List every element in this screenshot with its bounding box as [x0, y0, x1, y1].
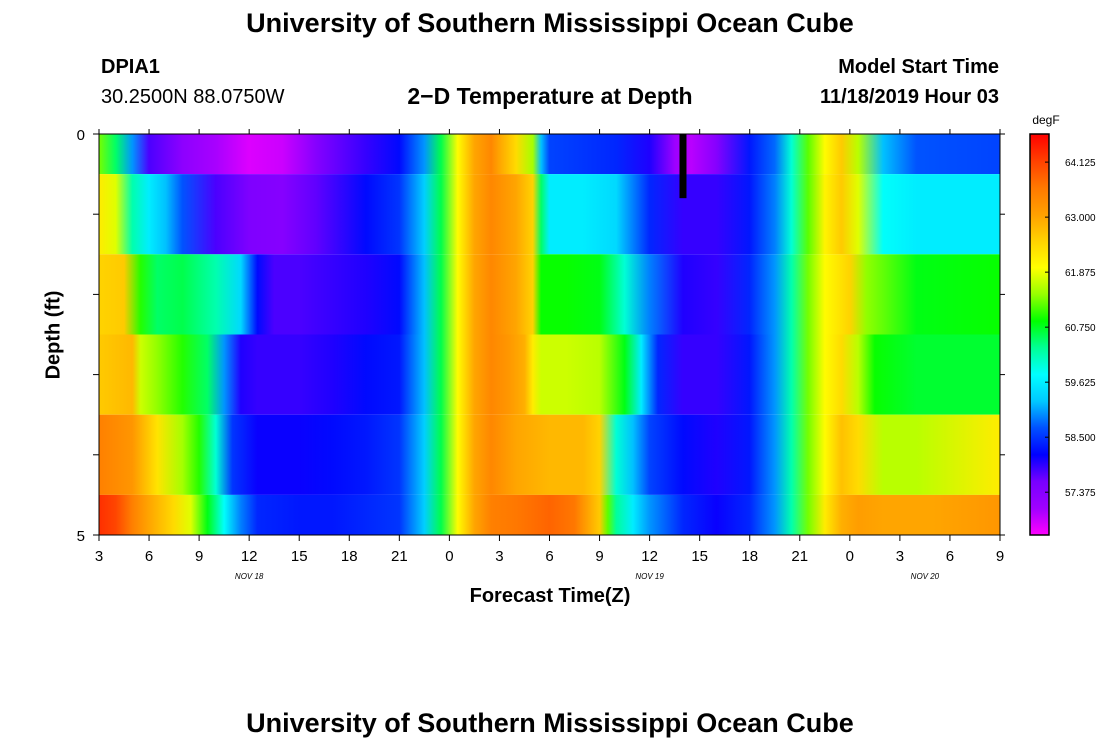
current-time-marker: [679, 134, 687, 199]
depth-layer-2: [99, 254, 1000, 335]
x-tick-label: 0: [846, 548, 854, 565]
chart-title: 2−D Temperature at Depth: [407, 83, 693, 109]
x-tick-label: 9: [595, 548, 603, 565]
colorbar-unit: degF: [1032, 113, 1059, 127]
model-start-value: 11/18/2019 Hour 03: [819, 86, 999, 108]
station-id: DPIA1: [101, 56, 160, 78]
x-tick-label: 9: [195, 548, 203, 565]
date-labels: NOV 18 NOV 19 NOV 20: [235, 572, 940, 581]
x-tick-label: 12: [241, 548, 258, 565]
y-axis-ticks: 05: [77, 127, 1005, 545]
date-label: NOV 20: [911, 572, 940, 581]
x-tick-label: 3: [896, 548, 904, 565]
x-tick-label: 9: [996, 548, 1004, 565]
colorbar-tick-label: 61.875: [1065, 268, 1096, 279]
colorbar-tick-label: 59.625: [1065, 378, 1096, 389]
depth-layer-1: [99, 174, 1000, 255]
x-tick-label: 21: [391, 548, 408, 565]
x-tick-label: 3: [495, 548, 503, 565]
depth-layer-0: [99, 134, 1000, 175]
footer-title: University of Southern Mississippi Ocean…: [246, 708, 854, 738]
heatmap-layers: [99, 134, 1000, 535]
colorbar-tick-label: 57.375: [1065, 488, 1096, 499]
colorbar: degF 64.125 63.000 61.875 60.750 59.625 58.500…: [1029, 113, 1096, 536]
depth-layer-4: [99, 414, 1000, 495]
x-axis-ticks: 3 6 9 12 15 18 21 0 3 6 9 12 15 18 21 0 3 6 9: [95, 129, 1004, 565]
x-tick-label: 6: [145, 548, 153, 565]
x-tick-label: 15: [291, 548, 308, 565]
y-tick-label: 5: [77, 528, 85, 545]
colorbar-tick-label: 58.500: [1065, 433, 1096, 444]
y-tick-label: 0: [77, 127, 85, 144]
x-tick-label: 3: [95, 548, 103, 565]
x-tick-label: 6: [545, 548, 553, 565]
station-coordinates: 30.2500N 88.0750W: [101, 86, 285, 108]
depth-layer-3: [99, 334, 1000, 415]
x-tick-label: 15: [691, 548, 708, 565]
x-axis-label: Forecast Time(Z): [469, 585, 631, 607]
colorbar-scale: [1029, 133, 1050, 536]
colorbar-tick-label: 64.125: [1065, 158, 1096, 169]
colorbar-tick-label: 60.750: [1065, 323, 1096, 334]
x-tick-label: 6: [946, 548, 954, 565]
date-label: NOV 18: [235, 572, 264, 581]
x-tick-label: 21: [791, 548, 808, 565]
model-start-label: Model Start Time: [838, 56, 999, 78]
x-tick-label: 18: [341, 548, 358, 565]
x-tick-label: 0: [445, 548, 453, 565]
current-time-marker-group: [679, 134, 687, 199]
date-label: NOV 19: [635, 572, 664, 581]
colorbar-tick-label: 63.000: [1065, 213, 1096, 224]
depth-layer-5: [99, 494, 1000, 535]
x-tick-label: 18: [741, 548, 758, 565]
x-tick-label: 12: [641, 548, 658, 565]
page-title: University of Southern Mississippi Ocean…: [246, 8, 854, 38]
